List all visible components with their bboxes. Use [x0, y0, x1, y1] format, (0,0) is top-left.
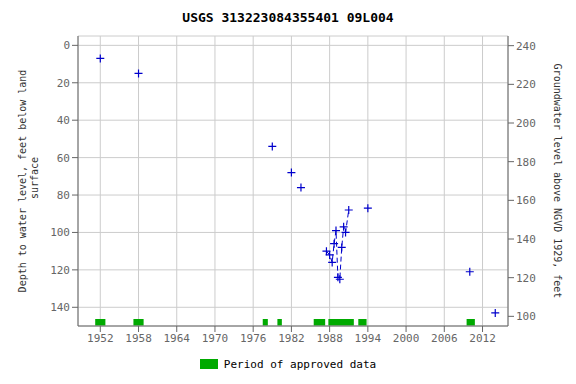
svg-text:120: 120	[50, 264, 70, 277]
svg-text:80: 80	[57, 189, 70, 202]
svg-text:0: 0	[63, 39, 70, 52]
svg-text:1994: 1994	[355, 332, 382, 345]
svg-text:240: 240	[516, 40, 536, 53]
svg-text:140: 140	[516, 233, 536, 246]
svg-text:200: 200	[516, 117, 536, 130]
svg-text:140: 140	[50, 301, 70, 314]
svg-text:Groundwater level above NGVD 1: Groundwater level above NGVD 1929, feet	[552, 64, 563, 299]
svg-text:60: 60	[57, 152, 70, 165]
svg-text:1988: 1988	[316, 332, 343, 345]
html-text:USGS 313223084355401 09L004: USGS 313223084355401 09L004	[182, 10, 394, 25]
svg-text:40: 40	[57, 114, 70, 127]
svg-text:120: 120	[516, 272, 536, 285]
svg-text:2000: 2000	[393, 332, 420, 345]
svg-text:100: 100	[50, 226, 70, 239]
svg-text:1970: 1970	[202, 332, 229, 345]
svg-text:2012: 2012	[469, 332, 496, 345]
svg-text:1958: 1958	[125, 332, 152, 345]
svg-text:1952: 1952	[87, 332, 114, 345]
svg-text:1964: 1964	[163, 332, 190, 345]
svg-text:Depth to water level, feet bel: Depth to water level, feet below land su…	[17, 70, 40, 293]
svg-text:1976: 1976	[240, 332, 267, 345]
svg-text:20: 20	[57, 77, 70, 90]
svg-text:1982: 1982	[278, 332, 305, 345]
svg-text:180: 180	[516, 156, 536, 169]
svg-text:100: 100	[516, 310, 536, 323]
svg-text:2006: 2006	[431, 332, 458, 345]
svg-text:220: 220	[516, 78, 536, 91]
html-text:Period of approved data: Period of approved data	[223, 357, 377, 371]
svg-text:160: 160	[516, 194, 536, 207]
